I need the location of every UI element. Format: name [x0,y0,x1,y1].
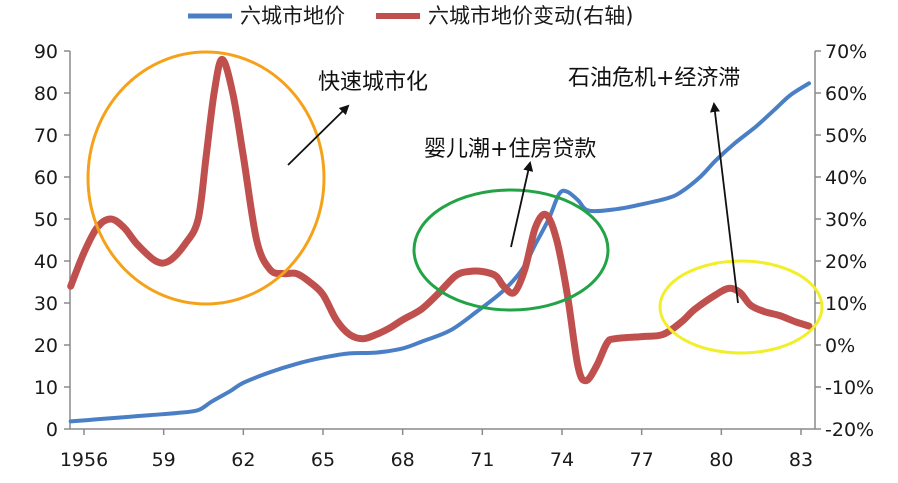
series-line-land-price-change [67,55,813,385]
left-tick-label: 60 [34,167,58,189]
annotation-arrow-oil-crisis [709,102,739,304]
axes [69,51,816,430]
right-tick-label: 40% [825,167,867,189]
x-tick-label: 65 [311,449,335,471]
x-tick-label: 77 [630,449,654,471]
annotation-circle-oil-crisis [658,259,824,355]
annotation-oil-crisis: 石油危机+经济滞 [568,66,740,91]
left-tick-label: 40 [34,251,58,273]
annotation-arrow-baby-boom [510,161,534,248]
x-tick-label: 62 [231,449,255,471]
right-tick-label: 20% [825,251,867,273]
right-tick-label: -10% [825,377,874,399]
legend-label-land-price-change: 六城市地价变动(右轴) [428,4,633,28]
left-tick-label: 30 [34,293,58,315]
left-axis-ticks: 0 10 20 30 40 50 60 70 80 90 [34,41,70,441]
right-tick-label: 30% [825,209,867,231]
annotation-baby-boom: 婴儿潮+住房贷款 [424,137,596,162]
left-tick-label: 0 [46,419,58,441]
right-tick-label: 0% [825,335,855,357]
annotation-circle-baby-boom [412,188,610,312]
x-tick-label: 83 [789,449,813,471]
right-tick-label: 70% [825,41,867,63]
x-tick-label: 59 [152,449,176,471]
right-axis-ticks: -20% -10% 0% 10% 20% 30% 40% 50% 60% 70% [815,41,874,441]
x-axis-ticks: 1956 59 62 65 68 71 74 77 80 83 [60,429,813,471]
x-tick-label: 1956 [60,449,108,471]
left-tick-label: 80 [34,83,58,105]
annotation-arrow-urbanization [287,104,350,166]
x-tick-label: 74 [550,449,574,471]
legend-label-land-price: 六城市地价 [240,4,345,28]
x-tick-label: 71 [470,449,494,471]
x-tick-label: 80 [709,449,733,471]
right-tick-label: 60% [825,83,867,105]
right-tick-label: 10% [825,293,867,315]
left-tick-label: 90 [34,41,58,63]
right-tick-label: -20% [825,419,874,441]
left-tick-label: 70 [34,125,58,147]
annotation-urbanization: 快速城市化 [318,70,428,95]
left-tick-label: 50 [34,209,58,231]
left-tick-label: 20 [34,335,58,357]
annotation-circle-urbanization [86,50,326,306]
legend: 六城市地价 六城市地价变动(右轴) [188,4,633,28]
x-tick-label: 68 [391,449,415,471]
left-tick-label: 10 [34,377,58,399]
right-tick-label: 50% [825,125,867,147]
